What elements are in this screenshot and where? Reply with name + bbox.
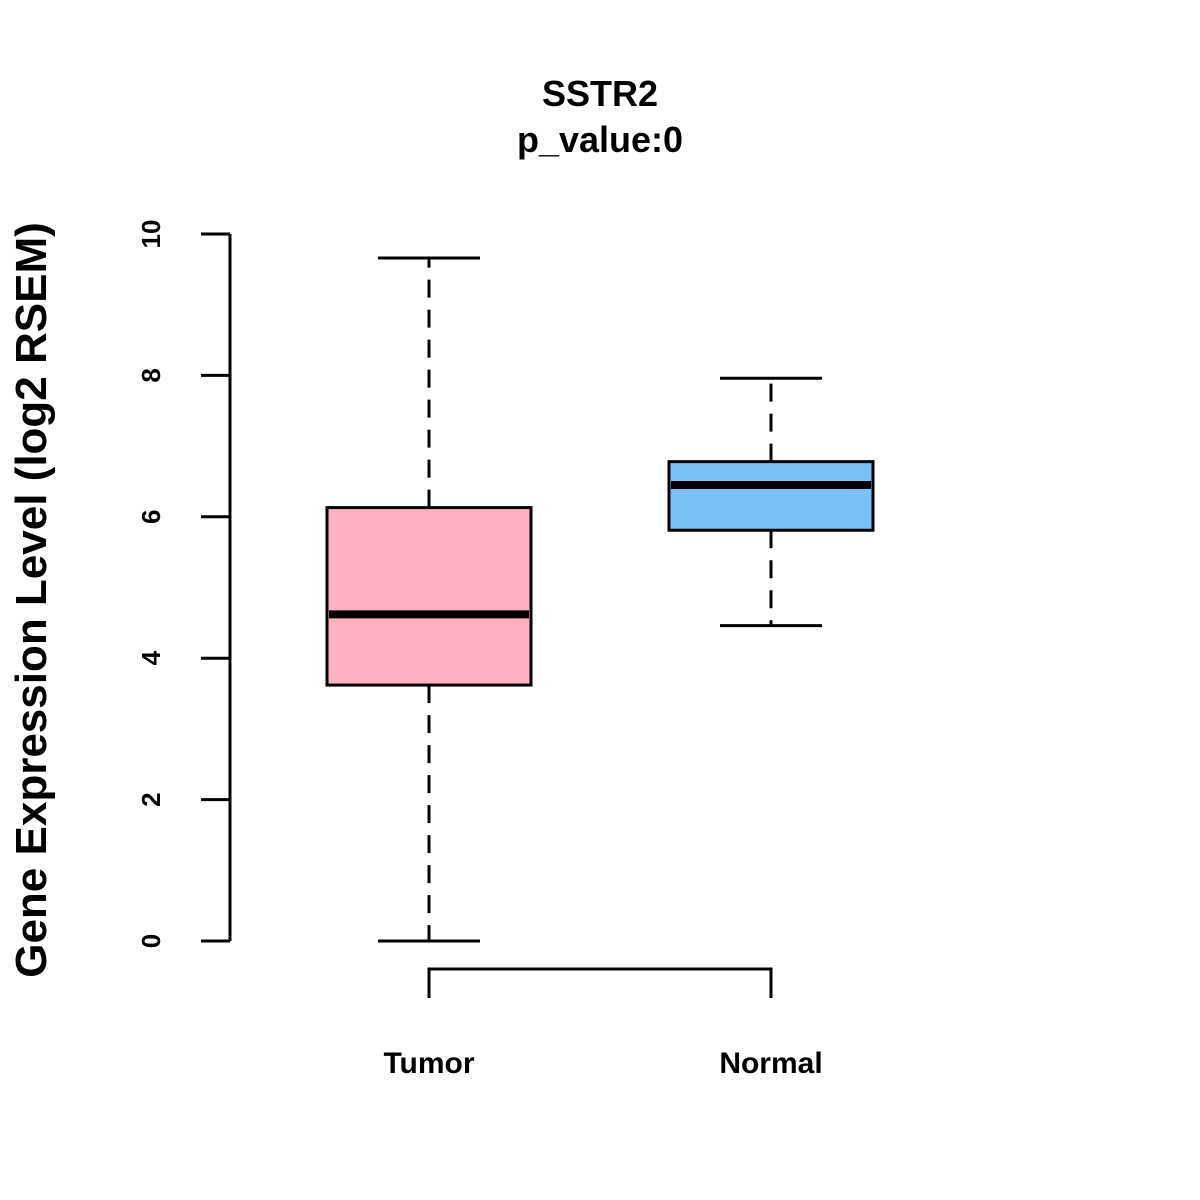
y-tick-label-2: 4	[136, 650, 166, 665]
box-tumor	[325, 256, 533, 943]
box-body-tumor	[325, 506, 533, 687]
y-tick-label-3: 6	[136, 510, 166, 524]
x-label-tumor: Tumor	[383, 1047, 474, 1080]
y-axis: 0 2 4 6 8 10	[136, 220, 232, 948]
box-body-normal	[667, 460, 875, 532]
y-axis-label: Gene Expression Level (log2 RSEM)	[7, 222, 56, 978]
y-tick-label-5: 10	[136, 220, 166, 249]
y-tick-label-1: 2	[136, 792, 166, 806]
significance-bracket	[427, 967, 773, 998]
boxes-group	[325, 256, 875, 943]
chart-title: SSTR2	[542, 73, 658, 114]
bracket-line	[427, 967, 773, 998]
box-normal	[667, 376, 875, 628]
x-axis-labels: Tumor Normal	[383, 1047, 822, 1080]
y-tick-label-0: 0	[136, 934, 166, 948]
chart-subtitle: p_value:0	[517, 119, 683, 160]
x-label-normal: Normal	[719, 1047, 822, 1080]
y-tick-label-4: 8	[136, 368, 166, 382]
